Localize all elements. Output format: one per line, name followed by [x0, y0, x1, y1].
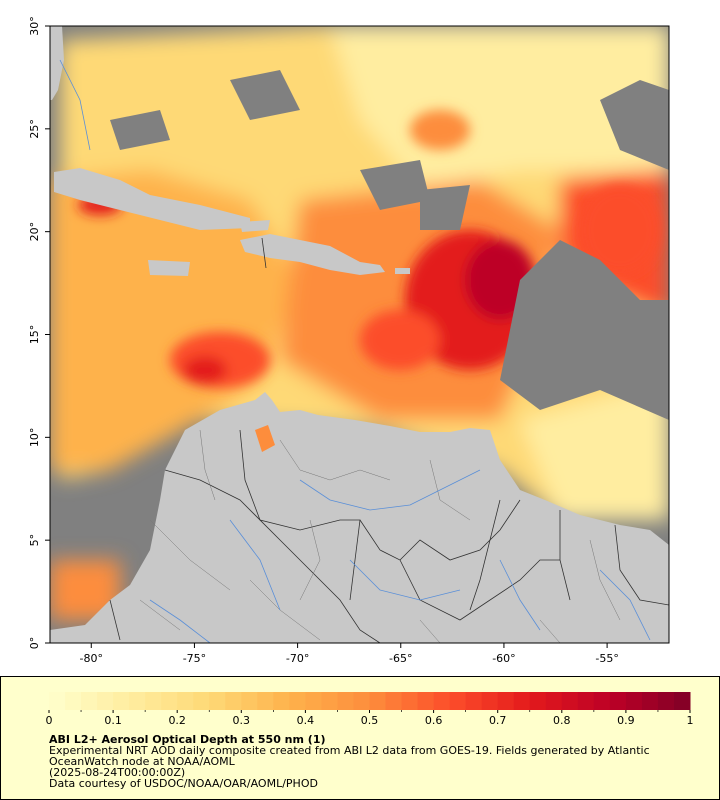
lat-tick-label: 15°: [28, 325, 41, 345]
colorbar-tick-label: 0: [46, 714, 53, 727]
lon-tick-label: -60°: [492, 652, 515, 665]
lon-tick-label: -55°: [595, 652, 618, 665]
colorbar-tick-label: 0.8: [553, 714, 571, 727]
colorbar-swatch: [657, 692, 675, 710]
colorbar-swatch: [529, 692, 547, 710]
colorbar-swatch: [337, 692, 354, 710]
land-islands: [50, 26, 410, 276]
colorbar-tick-label: 1: [687, 714, 694, 727]
colorbar-swatch: [465, 692, 483, 710]
colorbar-swatch: [609, 692, 627, 710]
colorbar-tick-label: 0.5: [361, 714, 379, 727]
colorbar-swatch: [209, 692, 226, 710]
south-america-land: [50, 392, 669, 643]
lon-tick-label: -70°: [286, 652, 309, 665]
lat-tick-label: 5°: [28, 534, 41, 547]
colorbar-swatch: [641, 692, 659, 710]
colorbar-swatch: [561, 692, 579, 710]
lon-tick-label: -75°: [183, 652, 206, 665]
colorbar-tick-label: 0.3: [233, 714, 251, 727]
colorbar-swatch: [433, 692, 451, 710]
colorbar-swatch: [193, 692, 210, 710]
colorbar-swatch: [625, 692, 643, 710]
country-borders: [109, 237, 669, 643]
legend-panel: 0 0.1 0.2 0.3 0.4 0.5 0.6 0.7 0.8 0.9 1 ABI L2+ Ae…: [0, 676, 720, 800]
lon-axis: -80° -75° -70° -65° -60° -55°: [80, 643, 619, 665]
colorbar-ticks: 0 0.1 0.2 0.3 0.4 0.5 0.6 0.7 0.8 0.9 1: [46, 710, 694, 727]
colorbar-swatch: [289, 692, 306, 710]
colorbar-swatch: [113, 692, 130, 710]
colorbar-swatch: [145, 692, 162, 710]
lon-tick-label: -80°: [80, 652, 103, 665]
colorbar-swatch: [673, 692, 691, 710]
colorbar-swatch: [593, 692, 611, 710]
colorbar-swatch: [321, 692, 338, 710]
colorbar-tick-label: 0.6: [425, 714, 443, 727]
colorbar-tick-label: 0.9: [617, 714, 635, 727]
caption-line-1: Experimental NRT AOD daily composite cre…: [49, 744, 650, 757]
colorbar-swatch: [129, 692, 146, 710]
colorbar-swatch: [273, 692, 290, 710]
colorbar-tick-label: 0.2: [168, 714, 186, 727]
colorbar-tick-label: 0.1: [104, 714, 122, 727]
lat-tick-label: 30°: [28, 16, 41, 36]
colorbar-swatch: [401, 692, 419, 710]
caption-line-2: OceanWatch node at NOAA/AOML: [49, 755, 235, 768]
colorbar-swatch: [481, 692, 499, 710]
no-data-patches: [110, 70, 669, 420]
lat-tick-label: 0°: [28, 637, 41, 650]
colorbar-tick-label: 0.4: [297, 714, 315, 727]
colorbar-swatch: [305, 692, 322, 710]
colorbar-swatch: [49, 692, 66, 710]
colorbar-swatch: [81, 692, 98, 710]
lat-axis: 0° 5° 10° 15° 20° 25° 30°: [28, 16, 50, 649]
colorbar-swatch: [497, 692, 515, 710]
colorbar-swatch: [545, 692, 563, 710]
colorbar-swatch: [65, 692, 82, 710]
rivers: [59, 59, 651, 643]
colorbar-swatch: [161, 692, 178, 710]
colorbar-swatch: [353, 692, 370, 710]
colorbar-swatch: [225, 692, 242, 710]
colorbar-swatch: [177, 692, 194, 710]
colorbar-swatch: [369, 692, 387, 710]
colorbar-swatch: [385, 692, 403, 710]
lat-tick-label: 20°: [28, 222, 41, 242]
colorbar: 0 0.1 0.2 0.3 0.4 0.5 0.6 0.7 0.8 0.9 1: [46, 692, 694, 727]
colorbar-swatches: [49, 692, 691, 710]
colorbar-swatch: [97, 692, 114, 710]
colorbar-swatch: [513, 692, 531, 710]
lon-tick-label: -65°: [389, 652, 412, 665]
caption-title: ABI L2+ Aerosol Optical Depth at 550 nm …: [49, 733, 326, 746]
colorbar-tick-label: 0.7: [489, 714, 507, 727]
colorbar-swatch: [257, 692, 274, 710]
colorbar-swatch: [241, 692, 258, 710]
colorbar-swatch: [417, 692, 435, 710]
colorbar-swatch: [449, 692, 467, 710]
caption-line-3: (2025-08-24T00:00:00Z): [49, 766, 186, 779]
lat-tick-label: 25°: [28, 119, 41, 139]
caption-line-4: Data courtesy of USDOC/NOAA/OAR/AOML/PHO…: [49, 777, 318, 790]
aod-map: -80° -75° -70° -65° -60° -55° 0° 5° 10° 15° 20° 25…: [28, 16, 670, 665]
lat-tick-label: 10°: [28, 428, 41, 448]
colorbar-swatch: [577, 692, 595, 710]
